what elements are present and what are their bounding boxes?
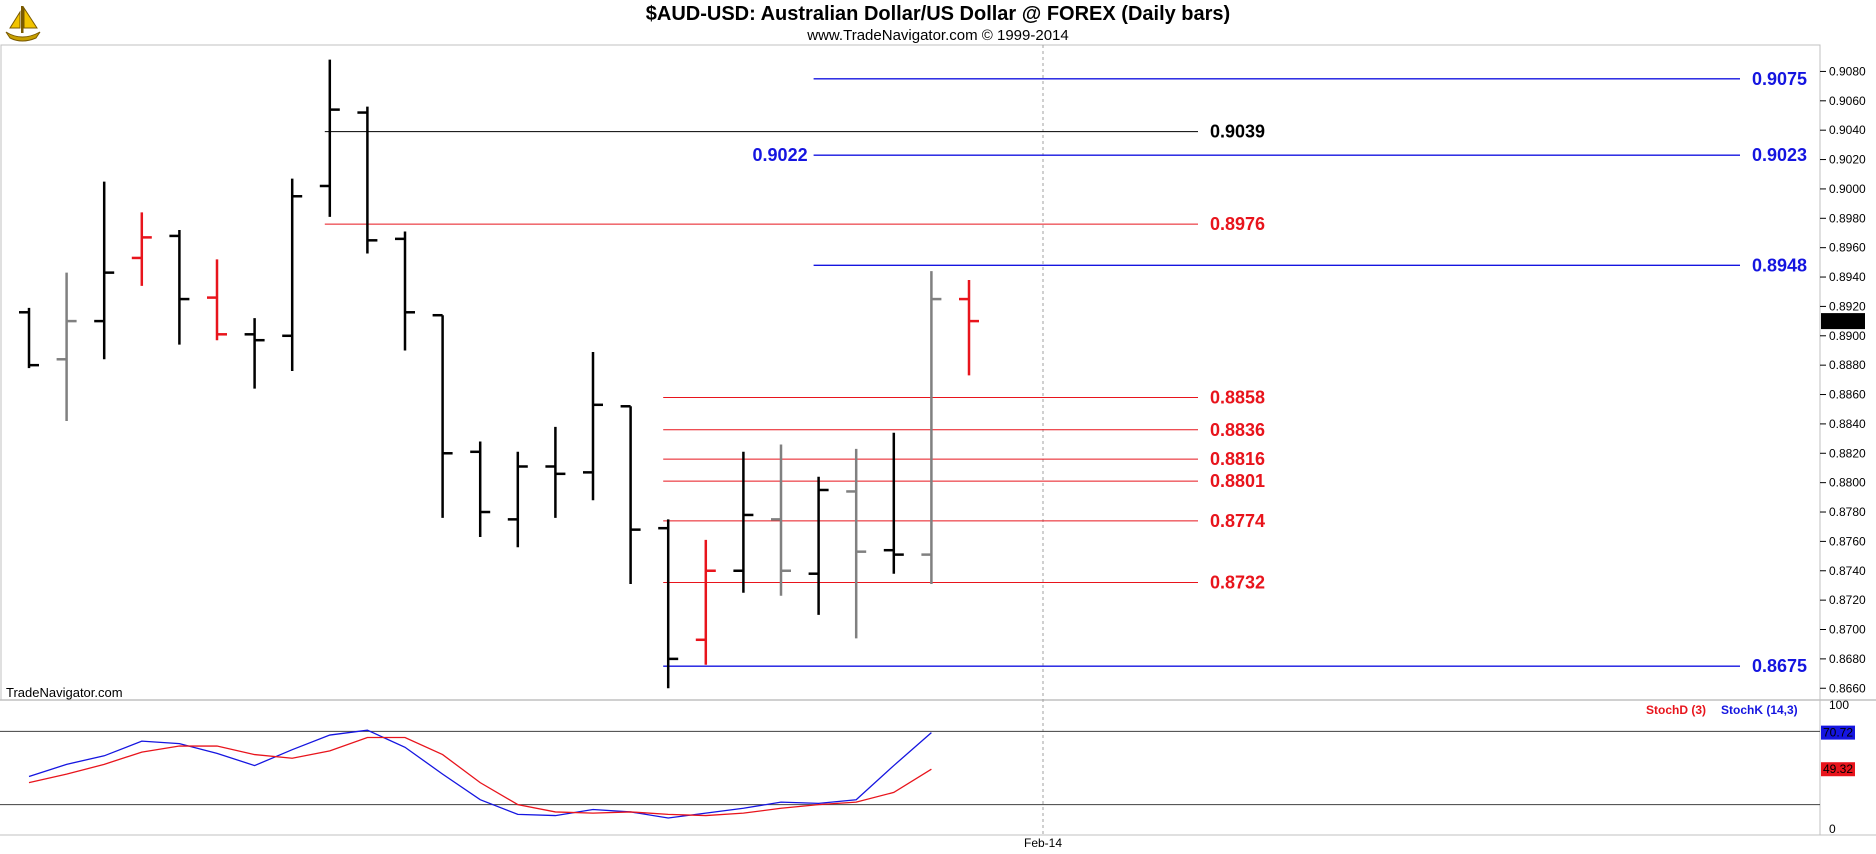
y-tick-label: 0.8940 (1829, 270, 1866, 284)
y-tick-label: 0.9080 (1829, 64, 1866, 78)
ship-logo-icon[interactable] (5, 6, 41, 42)
level-label: 0.8948 (1752, 255, 1807, 275)
ohlc-bar (507, 451, 528, 548)
level-label: 0.8858 (1210, 387, 1265, 407)
ohlc-bar (94, 181, 115, 360)
ohlc-bar (282, 178, 303, 372)
last-price-marker: 0.8910 (1821, 313, 1865, 330)
price-panel-frame (0, 44, 1821, 701)
stoch-line (28, 729, 932, 819)
ohlc-bar (921, 271, 942, 584)
ohlc-bar (808, 476, 829, 615)
y-tick-label: 0.8880 (1829, 358, 1866, 372)
ohlc-bar (959, 279, 979, 376)
y-tick-label: 0.8660 (1829, 681, 1866, 695)
y-tick-label: 0.8860 (1829, 388, 1866, 402)
level-label: 0.8976 (1210, 214, 1265, 234)
y-tick-label: 0.8760 (1829, 534, 1866, 548)
ohlc-bar (545, 426, 566, 518)
y-tick-label: 0.8840 (1829, 417, 1866, 431)
level-label: 0.9039 (1210, 122, 1265, 142)
y-tick-label: 0.8740 (1829, 564, 1866, 578)
y-tick-label: 0.8820 (1829, 446, 1866, 460)
level-label: 0.8732 (1210, 573, 1265, 593)
ohlc-bar (357, 106, 378, 254)
ohlc-bar (131, 212, 152, 286)
ohlc-bar (846, 448, 867, 639)
level-label: 0.9075 (1752, 69, 1807, 89)
ohlc-bar (658, 519, 679, 689)
y-tick-label: 0.8700 (1829, 623, 1866, 637)
stoch-line (28, 736, 932, 817)
y-tick-label: 0.8980 (1829, 211, 1866, 225)
last-price-box (1821, 313, 1865, 330)
level-label: 0.9023 (1752, 145, 1807, 165)
legend-stochk: StochK (14,3) (1721, 703, 1798, 717)
ohlc-bar (395, 231, 415, 351)
level-label: 0.8836 (1210, 420, 1265, 440)
y-tick-label: 0.9000 (1829, 182, 1866, 196)
x-axis-date-label: Feb-14 (1024, 836, 1062, 850)
ohlc-bar (432, 313, 453, 518)
legend-stochd: StochD (3) (1646, 703, 1706, 717)
ohlc-bar (620, 405, 641, 584)
level-left-label: 0.9022 (753, 145, 808, 165)
stoch-y-tick-label: 0 (1829, 822, 1836, 836)
stoch-last-box (1821, 725, 1855, 740)
y-tick-label: 0.8900 (1829, 329, 1866, 343)
stoch-last-label: 49.32 (1823, 762, 1853, 776)
ohlc-bar (733, 451, 754, 593)
ohlc-bar (470, 441, 491, 537)
level-label: 0.8816 (1210, 449, 1265, 469)
level-label: 0.8801 (1210, 471, 1265, 491)
level-label: 0.8675 (1752, 656, 1807, 676)
ohlc-bar (319, 59, 340, 217)
y-tick-label: 0.8720 (1829, 593, 1866, 607)
ohlc-bar (244, 318, 265, 389)
ohlc-bar (695, 539, 716, 665)
y-tick-label: 0.8960 (1829, 241, 1866, 255)
ohlc-bar (169, 230, 190, 345)
price-axis: 0.9080 0.9060 0.9040 0.9020 0.9000 0.8980 0.89… (1820, 64, 1866, 695)
price-levels: 0.9075 0.9039 0.9023 0.9022 0.8976 0.8948 0.88… (324, 69, 1807, 676)
y-tick-label: 0.9040 (1829, 123, 1866, 137)
watermark-text: TradeNavigator.com (6, 685, 123, 700)
ohlc-bar (883, 432, 904, 574)
y-tick-label: 0.9060 (1829, 94, 1866, 108)
last-price-label: 0.8910 (1824, 314, 1861, 328)
ohlc-bars (19, 59, 979, 689)
stochastic-panel: 100 0 70.72 49.32 (0, 698, 1855, 836)
chart-title: $AUD-USD: Australian Dollar/US Dollar @ … (646, 3, 1230, 25)
chart-subtitle: www.TradeNavigator.com © 1999-2014 (806, 27, 1068, 44)
y-tick-label: 0.9020 (1829, 153, 1866, 167)
ohlc-bar (583, 351, 603, 501)
y-tick-label: 0.8680 (1829, 652, 1866, 666)
y-tick-label: 0.8800 (1829, 476, 1866, 490)
ohlc-bar (207, 259, 227, 341)
stoch-last-label: 70.72 (1823, 726, 1853, 740)
level-label: 0.8774 (1210, 511, 1265, 531)
ohlc-bar (19, 307, 39, 369)
y-tick-label: 0.8920 (1829, 299, 1866, 313)
ohlc-bar (56, 272, 77, 421)
y-tick-label: 0.8780 (1829, 505, 1866, 519)
ohlc-bar (771, 444, 791, 596)
stoch-last-box (1821, 762, 1855, 777)
stoch-y-tick-label: 100 (1829, 698, 1849, 712)
